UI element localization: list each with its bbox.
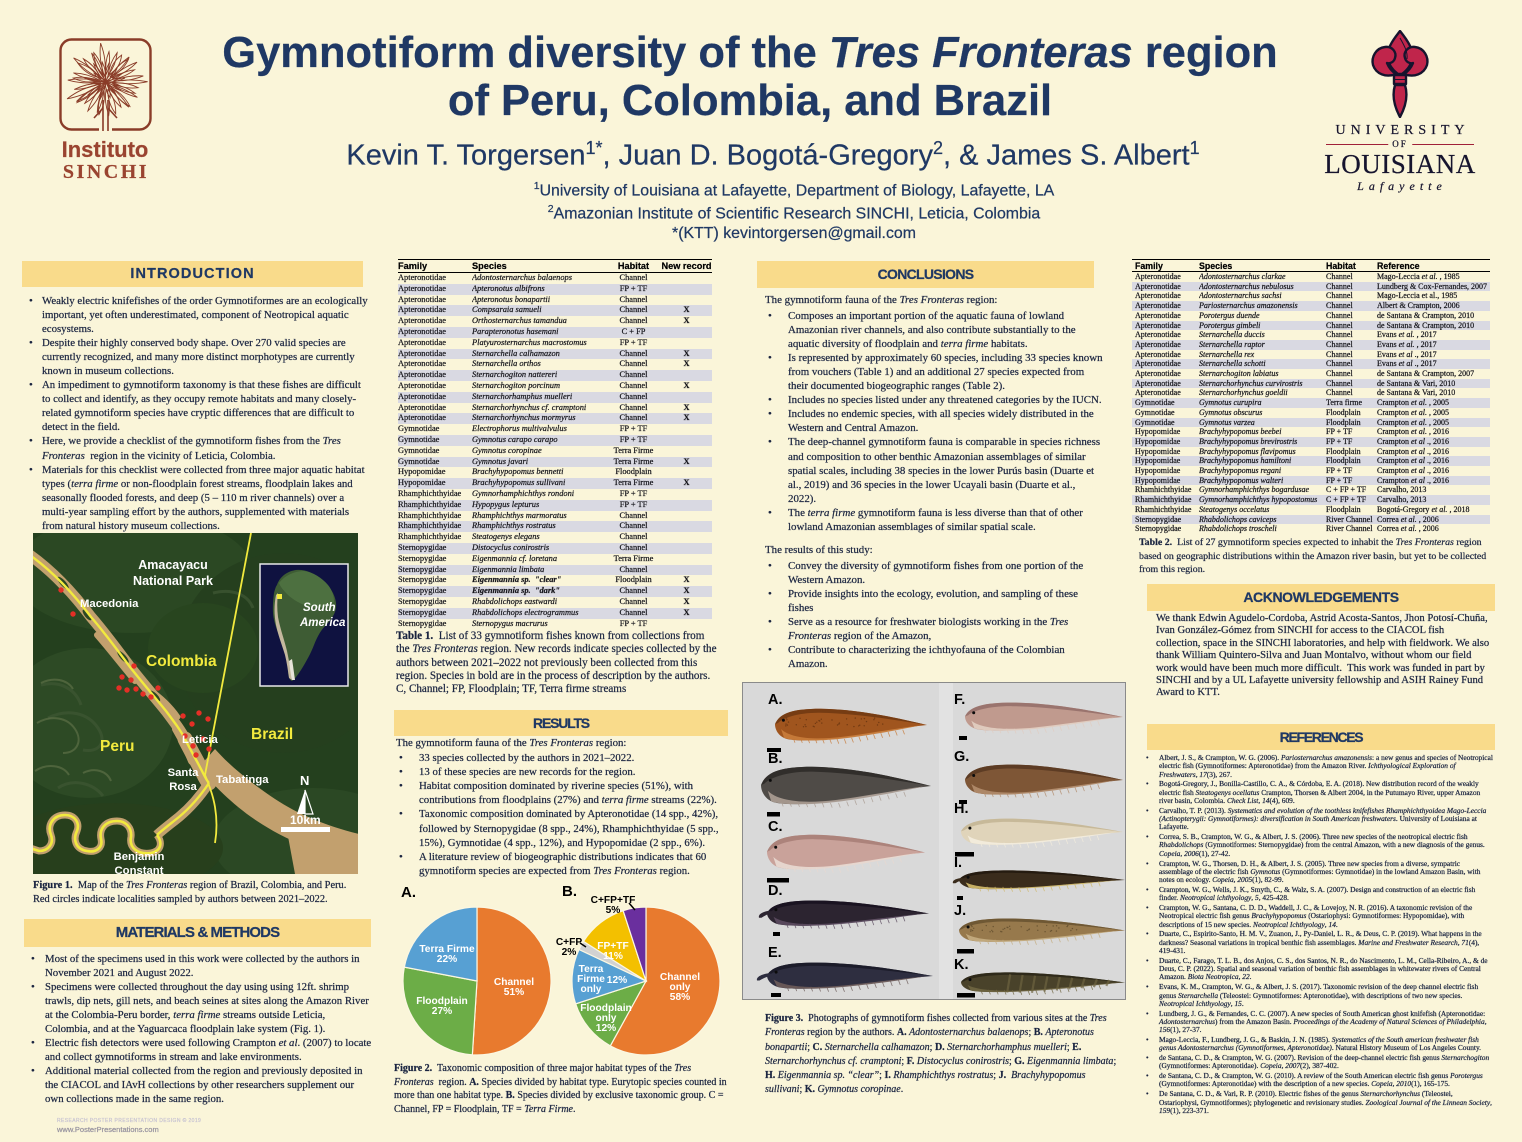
svg-text:I.: I. (954, 855, 962, 871)
svg-text:Leticia: Leticia (182, 734, 219, 746)
svg-text:South: South (303, 602, 336, 614)
svg-text:G.: G. (954, 749, 969, 765)
svg-text:Tabatinga: Tabatinga (216, 774, 269, 786)
svg-text:Brazil: Brazil (251, 726, 293, 743)
svg-text:Constant: Constant (115, 865, 164, 874)
svg-text:N: N (300, 773, 309, 788)
svg-text:K.: K. (954, 957, 969, 973)
svg-text:C+FP: C+FP (556, 937, 583, 948)
svg-text:10km: 10km (290, 813, 321, 827)
svg-text:58%: 58% (670, 992, 690, 1003)
svg-text:A.: A. (401, 884, 416, 901)
svg-text:Macedonia: Macedonia (80, 598, 139, 610)
svg-text:America: America (299, 617, 346, 629)
svg-text:Floodplain: Floodplain (580, 1003, 632, 1014)
svg-text:2%: 2% (562, 947, 577, 958)
svg-text:F.: F. (954, 692, 965, 708)
svg-text:Firme: Firme (577, 974, 605, 985)
svg-text:Floodplain: Floodplain (416, 996, 468, 1007)
svg-text:only: only (596, 1013, 617, 1024)
svg-text:12%: 12% (596, 1023, 616, 1034)
svg-text:Colombia: Colombia (146, 653, 217, 670)
svg-text:C.: C. (768, 819, 783, 835)
svg-text:Peru: Peru (100, 738, 134, 755)
svg-text:Terra Firme: Terra Firme (419, 944, 475, 955)
svg-text:5%: 5% (606, 905, 621, 916)
svg-text:B.: B. (562, 884, 577, 900)
svg-text:only: only (670, 982, 691, 993)
svg-text:Rosa: Rosa (169, 781, 197, 793)
svg-text:B.: B. (768, 751, 783, 767)
svg-text:Channel: Channel (494, 977, 534, 988)
svg-text:C+FP+TF: C+FP+TF (591, 895, 636, 906)
svg-text:FP+TF: FP+TF (597, 941, 628, 952)
svg-text:Terra: Terra (579, 964, 604, 975)
svg-text:J.: J. (954, 903, 966, 919)
svg-text:E.: E. (768, 945, 782, 961)
svg-text:51%: 51% (504, 987, 524, 998)
svg-text:12%: 12% (607, 975, 627, 986)
svg-text:27%: 27% (432, 1006, 452, 1017)
svg-text:22%: 22% (437, 954, 457, 965)
svg-text:H.: H. (954, 801, 969, 817)
svg-text:Amacayacu: Amacayacu (138, 558, 208, 572)
svg-text:Channel: Channel (660, 972, 700, 983)
svg-text:Santa: Santa (168, 767, 199, 779)
svg-text:only: only (581, 984, 602, 995)
svg-text:D.: D. (768, 883, 783, 899)
svg-text:Benjamin: Benjamin (114, 851, 165, 863)
svg-text:11%: 11% (603, 951, 623, 962)
svg-text:A.: A. (768, 692, 783, 708)
svg-text:National Park: National Park (133, 574, 213, 588)
